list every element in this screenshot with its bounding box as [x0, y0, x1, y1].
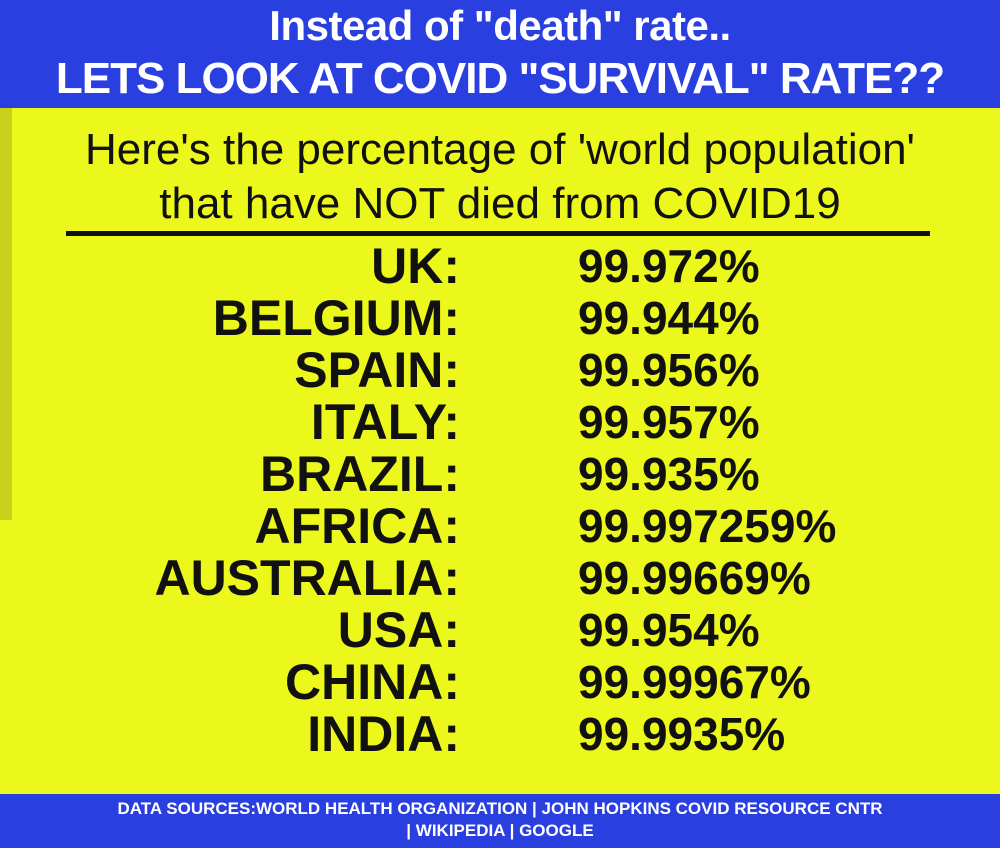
country-label: SPAIN: — [294, 342, 460, 398]
rate-value: 99.957% — [578, 396, 760, 448]
left-edge-shade — [0, 108, 12, 520]
rate-value: 99.99967% — [578, 656, 811, 708]
rate-row-italy: ITALY: 99.957% — [0, 396, 1000, 448]
rate-row-africa: AFRICA: 99.997259% — [0, 500, 1000, 552]
country-label: UK: — [371, 238, 460, 294]
header-line-2: LETS LOOK AT COVID "SURVIVAL" RATE?? — [55, 54, 945, 103]
header-line-1: Instead of "death" rate.. — [269, 2, 731, 49]
intro-line-2: that have NOT died from COVID19 — [159, 179, 841, 228]
rate-value: 99.997259% — [578, 500, 837, 552]
data-sources-footer: DATA SOURCES:WORLD HEALTH ORGANIZATION |… — [0, 794, 1000, 848]
footer-line-1: DATA SOURCES:WORLD HEALTH ORGANIZATION |… — [117, 799, 883, 818]
country-label: USA: — [337, 602, 460, 658]
underline-rule — [66, 231, 930, 236]
rate-row-india: INDIA: 99.9935% — [0, 708, 1000, 760]
footer-line-2: | WIKIPEDIA | GOOGLE — [406, 821, 594, 840]
rate-row-belgium: BELGIUM: 99.944% — [0, 292, 1000, 344]
rate-row-brazil: BRAZIL: 99.935% — [0, 448, 1000, 500]
rate-value: 99.956% — [578, 344, 760, 396]
country-label: AFRICA: — [254, 498, 460, 554]
country-label: AUSTRALIA: — [154, 550, 460, 606]
country-label: INDIA: — [307, 706, 460, 762]
rate-row-spain: SPAIN: 99.956% — [0, 344, 1000, 396]
yellow-panel — [0, 108, 1000, 794]
rate-value: 99.972% — [578, 240, 760, 292]
country-label: ITALY: — [310, 394, 460, 450]
rate-value: 99.944% — [578, 292, 760, 344]
rate-row-uk: UK: 99.972% — [0, 240, 1000, 292]
country-label: CHINA: — [285, 654, 460, 710]
rate-row-usa: USA: 99.954% — [0, 604, 1000, 656]
country-label: BRAZIL: — [260, 446, 460, 502]
rate-value: 99.954% — [578, 604, 760, 656]
rate-row-china: CHINA: 99.99967% — [0, 656, 1000, 708]
rate-value: 99.9935% — [578, 708, 786, 760]
header-banner: Instead of "death" rate.. LETS LOOK AT C… — [0, 0, 1000, 108]
intro-line-1: Here's the percentage of 'world populati… — [85, 125, 915, 174]
rate-row-australia: AUSTRALIA: 99.99669% — [0, 552, 1000, 604]
rate-value: 99.99669% — [578, 552, 811, 604]
rate-value: 99.935% — [578, 448, 760, 500]
country-label: BELGIUM: — [212, 290, 460, 346]
